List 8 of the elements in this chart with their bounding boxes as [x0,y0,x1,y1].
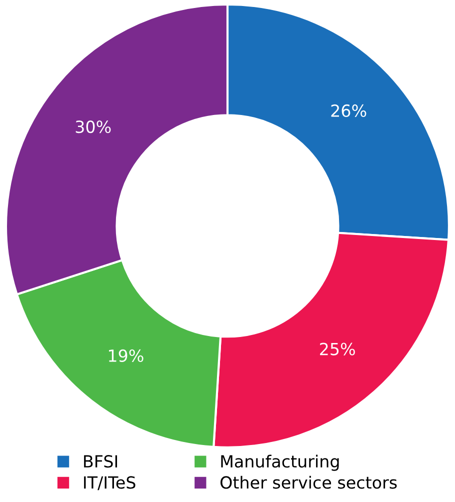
data-label: 19% [109,349,144,362]
data-label: 30% [76,120,111,134]
legend-label: Manufacturing [221,454,339,471]
legend-label: BFSI [84,455,118,468]
legend-label: IT/ITeS [84,476,136,490]
data-label: 25% [320,342,355,356]
legend-label: Other service sectors [220,476,397,489]
data-label: 26% [331,104,366,118]
